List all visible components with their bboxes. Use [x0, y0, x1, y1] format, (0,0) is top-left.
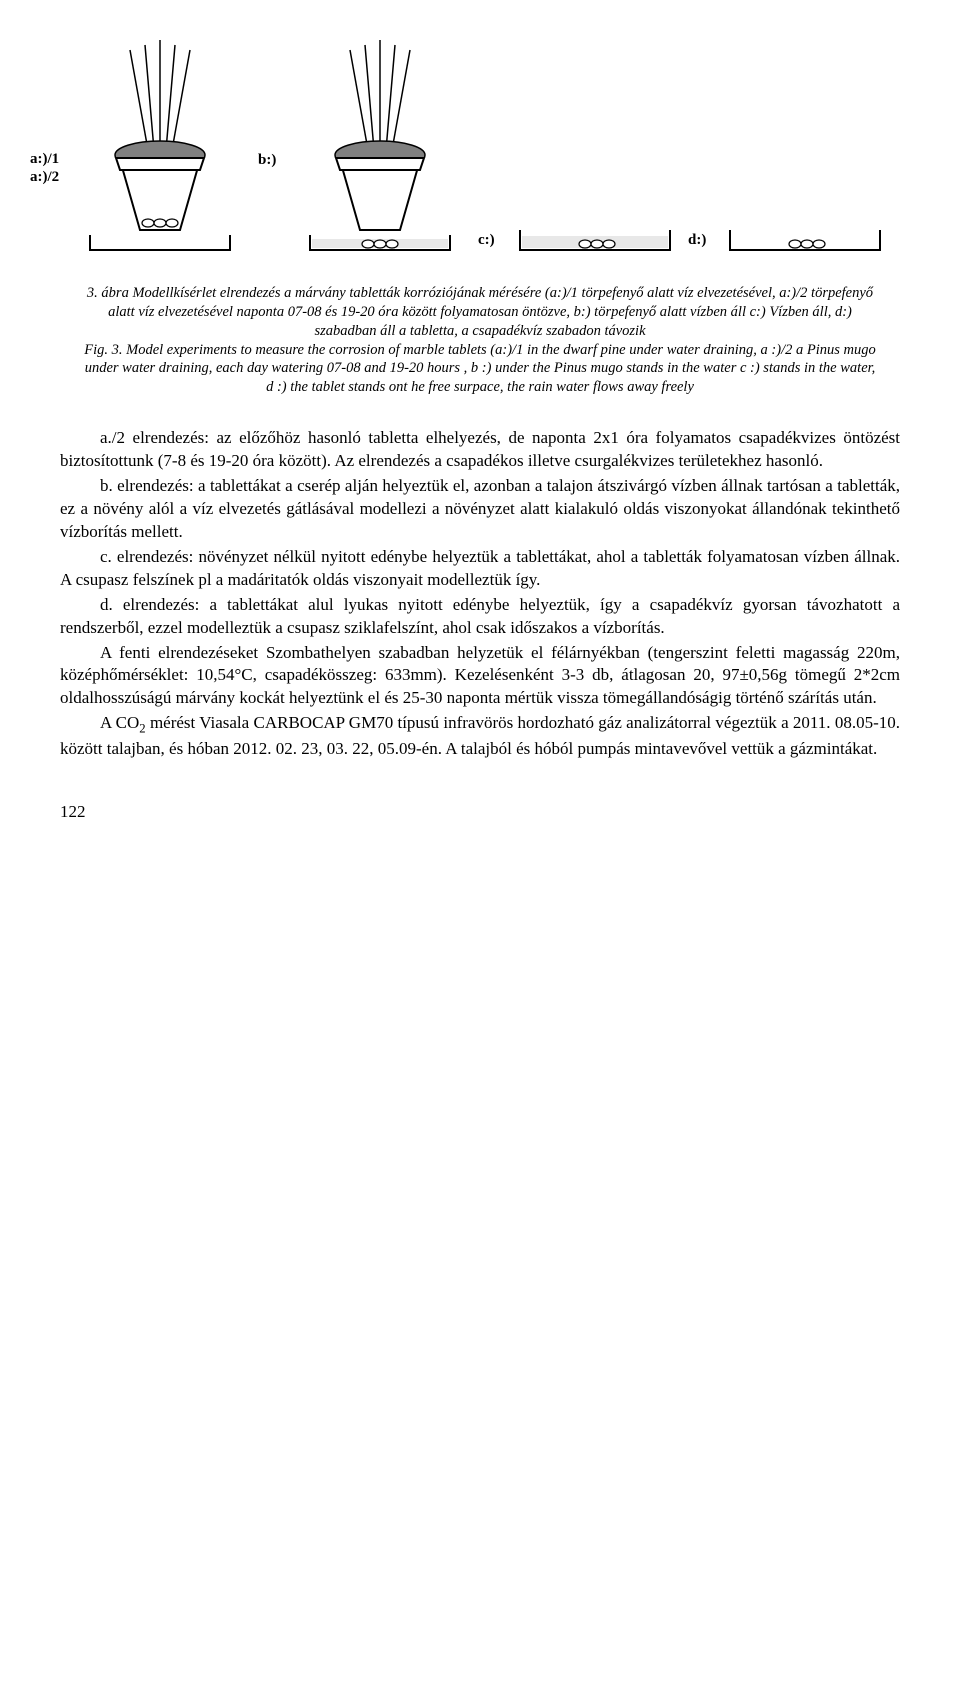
panel-b-svg [290, 40, 470, 260]
paragraph-a2: a./2 elrendezés: az előzőhöz hasonló tab… [60, 427, 900, 473]
panel-a-labels: a:)/1 a:)/2 [30, 150, 59, 186]
panel-a-svg [70, 40, 250, 260]
panel-a-label-1: a:)/1 [30, 150, 59, 168]
figure-panel-c: c:) [510, 200, 680, 260]
page-number: 122 [60, 801, 900, 824]
figure-panel-b: b:) [290, 40, 470, 260]
figure-caption: 3. ábra Modellkísérlet elrendezés a márv… [80, 284, 880, 397]
panel-c-label: c:) [478, 230, 495, 250]
panel-b-label: b:) [258, 150, 276, 170]
paragraph-b: b. elrendezés: a tablettákat a cserép al… [60, 475, 900, 544]
panel-a-label-2: a:)/2 [30, 168, 59, 186]
caption-english: Fig. 3. Model experiments to measure the… [80, 341, 880, 398]
panel-d-svg [720, 200, 890, 260]
paragraph-c: c. elrendezés: növényzet nélkül nyitott … [60, 546, 900, 592]
paragraph-f: A CO2 mérést Viasala CARBOCAP GM70 típus… [60, 712, 900, 761]
figure-panel-a: a:)/1 a:)/2 [70, 40, 250, 260]
paragraph-d: d. elrendezés: a tablettákat alul lyukas… [60, 594, 900, 640]
paragraph-f-post: mérést Viasala CARBOCAP GM70 típusú infr… [60, 713, 900, 758]
paragraph-e: A fenti elrendezéseket Szombathelyen sza… [60, 642, 900, 711]
caption-hungarian: 3. ábra Modellkísérlet elrendezés a márv… [80, 284, 880, 341]
figure-3: a:)/1 a:)/2 [60, 40, 900, 260]
panel-c-svg [510, 200, 680, 260]
panel-d-label: d:) [688, 230, 706, 250]
figure-panel-d: d:) [720, 200, 890, 260]
body-text: a./2 elrendezés: az előzőhöz hasonló tab… [60, 427, 900, 761]
paragraph-f-pre: A CO [100, 713, 139, 732]
